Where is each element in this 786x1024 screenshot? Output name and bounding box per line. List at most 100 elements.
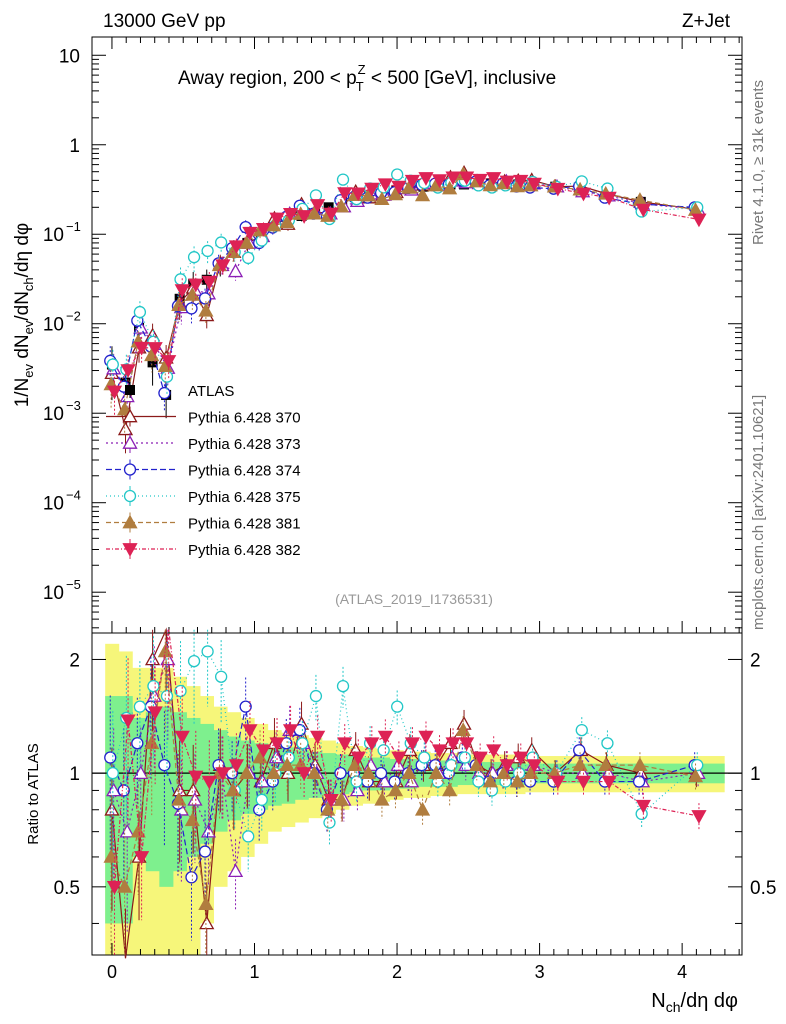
series-data-point [279, 214, 295, 229]
mcplots-reference-label: mcplots.cern.ch [arXiv:2401.10621] [750, 395, 767, 630]
series-ratio-point [239, 700, 252, 713]
legend-entry-5: Pythia 6.428 382 [106, 539, 301, 559]
legend-marker [123, 463, 137, 476]
series-ratio-point [215, 767, 231, 781]
y-tick-exponent: −5 [66, 577, 81, 592]
legend-label: ATLAS [188, 383, 234, 400]
series-ratio-point [188, 770, 204, 785]
series-ratio-point [279, 757, 295, 771]
series-data-point [201, 244, 214, 258]
series-ratio-point [601, 737, 614, 750]
plot-title-sup: Z [358, 62, 366, 77]
series-data-point [459, 171, 475, 186]
series-data-point [117, 421, 134, 436]
series-ratio-point [214, 670, 228, 683]
series-ratio-point [601, 775, 617, 790]
series-ratio-point [526, 759, 542, 773]
series-data-point [228, 240, 245, 255]
series-ratio-point [238, 765, 255, 779]
legend-label: Pythia 6.428 370 [188, 410, 301, 427]
x-tick-label: 3 [535, 962, 545, 982]
plot-title-pre: Away region, 200 < p [178, 68, 357, 89]
series-ratio-point [418, 730, 434, 745]
series-data-point [418, 172, 434, 186]
y-tick-exponent: −2 [66, 309, 81, 324]
series-data-point [391, 180, 407, 195]
series-ratio-point [144, 651, 161, 666]
series-ratio-point [401, 765, 417, 779]
series-ratio-point [296, 737, 309, 750]
ratio-y-tick-label-right: 0.5 [750, 878, 776, 899]
plot-title-post: < 500 [GeV], inclusive [366, 68, 557, 89]
series-data-point [377, 178, 393, 193]
series-data-point [442, 180, 458, 195]
series-data-point [336, 173, 350, 186]
legend-entry-3: Pythia 6.428 375 [106, 486, 301, 506]
series-data-point [255, 222, 272, 237]
series-data-point [174, 284, 190, 298]
series-data-point [269, 212, 285, 227]
legend-entry-2: Pythia 6.428 374 [106, 459, 301, 480]
series-data-point [198, 292, 212, 305]
legend-entry-1: Pythia 6.428 373 [106, 433, 301, 453]
series-ratio-point [486, 744, 502, 759]
series-ratio-point [391, 700, 404, 713]
series-ratio-point [253, 803, 266, 816]
series-ratio-point [575, 723, 588, 737]
series-ratio-point [265, 765, 282, 779]
series-ratio-point [269, 737, 285, 752]
series-ratio-point [472, 751, 488, 766]
series-ratio-point [130, 823, 146, 838]
series-data-point [431, 174, 448, 188]
series-ratio-point [482, 773, 498, 788]
series-ratio-point [472, 775, 485, 788]
series-ratio-point [572, 757, 588, 771]
series-ratio-5 [106, 629, 707, 955]
ratio-y-tick-label: 0.5 [54, 878, 80, 899]
series-data-point [120, 364, 136, 378]
series-data-point [198, 302, 214, 317]
series-ratio-point [227, 863, 244, 878]
series-ratio-point [120, 714, 136, 729]
series-ratio-point [350, 775, 363, 788]
series-ratio-point [573, 744, 586, 757]
series-ratio-point [632, 775, 646, 788]
series-ratio-point [334, 766, 347, 780]
ratio-y-tick-label-right: 1 [750, 764, 761, 785]
ratio-band-inner [145, 712, 160, 872]
series-data-point [201, 275, 217, 290]
series-line-main [112, 173, 698, 380]
series-line-main [113, 180, 699, 399]
legend-marker [122, 408, 138, 423]
series-ratio-point [323, 793, 339, 808]
ratio-band-inner [118, 696, 133, 924]
series-ratio-point [242, 830, 255, 843]
series-data-point [134, 341, 150, 356]
series-ratio-point [198, 845, 212, 858]
x-tick-label: 4 [677, 962, 687, 982]
legend-marker [122, 435, 138, 449]
series-ratio-point [309, 689, 323, 703]
legend-entry-atlas: ATLAS [125, 382, 234, 400]
legend-label: Pythia 6.428 373 [188, 436, 301, 453]
y-tick-label: 10 [43, 583, 64, 604]
series-ratio-point [336, 679, 350, 693]
series-data-point [227, 263, 244, 278]
series-ratio-point [282, 724, 299, 738]
x-tick-label: 0 [107, 962, 117, 982]
series-ratio-point [364, 737, 380, 752]
series-ratio-point [550, 775, 566, 790]
process-label: Z+Jet [682, 11, 731, 32]
x-axis-label: Nch/dη dφ [651, 990, 738, 1015]
series-ratio-point [337, 737, 353, 752]
series-ratio-point [691, 810, 707, 824]
y-tick-exponent: −3 [66, 398, 81, 413]
ratio-y-tick-label: 2 [69, 650, 80, 671]
series-ratio-point [323, 816, 336, 829]
series-ratio-point [458, 751, 472, 764]
legend: ATLAS Pythia 6.428 370 Pythia 6.428 373 Pyt… [106, 382, 301, 559]
series-data-point [499, 175, 515, 190]
series-data-point [215, 259, 231, 274]
energy-label: 13000 GeV pp [103, 11, 226, 32]
